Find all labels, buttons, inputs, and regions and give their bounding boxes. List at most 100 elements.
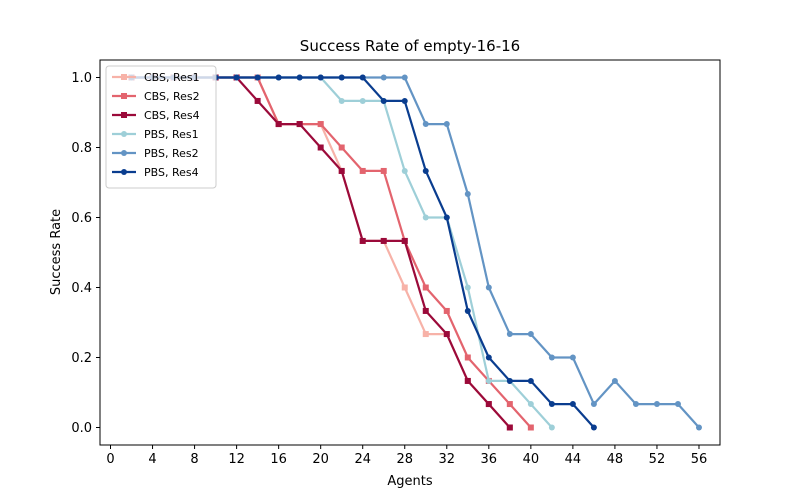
- data-point: [632, 401, 639, 408]
- legend: CBS, Res1 CBS, Res2 CBS, Res4 PBS, Res1 PBS,…: [105, 65, 217, 189]
- data-point: [443, 214, 450, 221]
- legend-item: CBS, Res4: [112, 109, 200, 122]
- data-point: [590, 424, 597, 431]
- x-tick-label: 0: [106, 452, 114, 467]
- data-point: [485, 377, 492, 384]
- data-point: [464, 354, 471, 361]
- data-point: [506, 401, 513, 408]
- y-tick-label: 0.0: [71, 421, 92, 436]
- data-point: [464, 377, 471, 384]
- data-point: [674, 401, 681, 408]
- legend-marker: [121, 112, 127, 118]
- data-point: [464, 307, 471, 314]
- data-point: [317, 121, 324, 128]
- data-point: [422, 121, 429, 128]
- data-point: [296, 121, 303, 128]
- data-point: [422, 284, 429, 291]
- legend-label: PBS, Res1: [144, 128, 199, 141]
- legend-label: CBS, Res1: [144, 71, 200, 84]
- y-tick-label: 1.0: [71, 71, 92, 86]
- data-point: [590, 401, 597, 408]
- x-tick-label: 44: [565, 452, 582, 467]
- data-point: [569, 401, 576, 408]
- x-tick-label: 28: [396, 452, 413, 467]
- data-point: [443, 331, 450, 338]
- legend-item: PBS, Res4: [112, 166, 199, 179]
- data-point: [380, 237, 387, 244]
- data-point: [254, 97, 261, 104]
- legend-item: PBS, Res1: [112, 128, 199, 141]
- data-point: [443, 307, 450, 314]
- y-axis-label: Success Rate: [49, 209, 64, 295]
- data-point: [401, 74, 408, 81]
- legend-marker: [121, 93, 127, 99]
- x-tick-label: 56: [691, 452, 708, 467]
- data-point: [548, 401, 555, 408]
- data-point: [485, 284, 492, 291]
- data-point: [422, 331, 429, 338]
- legend-marker: [121, 131, 127, 137]
- y-tick-label: 0.6: [71, 211, 92, 226]
- y-tick-label: 0.8: [71, 141, 92, 156]
- data-point: [317, 144, 324, 151]
- data-point: [527, 331, 534, 338]
- data-point: [338, 167, 345, 174]
- x-tick-label: 36: [481, 452, 498, 467]
- chart-title: Success Rate of empty-16-16: [300, 37, 520, 55]
- x-tick-label: 52: [649, 452, 666, 467]
- data-point: [506, 331, 513, 338]
- x-tick-label: 32: [439, 452, 456, 467]
- data-point: [275, 74, 282, 81]
- data-point: [359, 167, 366, 174]
- legend-item: CBS, Res2: [112, 90, 200, 103]
- data-point: [569, 354, 576, 361]
- x-tick-label: 48: [607, 452, 624, 467]
- data-point: [527, 424, 534, 431]
- data-point: [401, 97, 408, 104]
- x-tick-label: 24: [354, 452, 371, 467]
- data-point: [380, 97, 387, 104]
- data-point: [506, 424, 513, 431]
- x-tick-label: 20: [312, 452, 329, 467]
- legend-label: CBS, Res4: [144, 109, 200, 122]
- x-tick-label: 16: [270, 452, 287, 467]
- data-point: [527, 401, 534, 408]
- legend-item: PBS, Res2: [112, 147, 199, 160]
- data-point: [548, 354, 555, 361]
- data-point: [359, 237, 366, 244]
- data-point: [233, 74, 240, 81]
- legend-label: PBS, Res4: [144, 166, 199, 179]
- legend-label: PBS, Res2: [144, 147, 199, 160]
- data-point: [422, 307, 429, 314]
- data-point: [401, 167, 408, 174]
- data-point: [380, 74, 387, 81]
- data-point: [464, 191, 471, 198]
- legend-marker: [121, 74, 127, 80]
- data-point: [443, 121, 450, 128]
- data-point: [464, 284, 471, 291]
- x-tick-label: 40: [523, 452, 540, 467]
- data-point: [485, 354, 492, 361]
- legend-label: CBS, Res2: [144, 90, 200, 103]
- x-tick-label: 4: [148, 452, 156, 467]
- data-point: [317, 74, 324, 81]
- data-point: [527, 377, 534, 384]
- data-point: [338, 74, 345, 81]
- data-point: [359, 97, 366, 104]
- data-point: [401, 284, 408, 291]
- legend-marker: [121, 150, 127, 156]
- data-point: [254, 74, 261, 81]
- data-point: [485, 401, 492, 408]
- legend-marker: [121, 169, 127, 175]
- data-point: [338, 97, 345, 104]
- data-point: [506, 377, 513, 384]
- data-point: [296, 74, 303, 81]
- data-point: [422, 214, 429, 221]
- x-axis-label: Agents: [387, 474, 432, 489]
- data-point: [422, 167, 429, 174]
- data-point: [275, 121, 282, 128]
- plot-frame: [99, 59, 721, 446]
- x-tick-label: 8: [190, 452, 198, 467]
- y-axis: 0.0 0.2 0.4 0.6 0.8 1.0: [71, 71, 100, 436]
